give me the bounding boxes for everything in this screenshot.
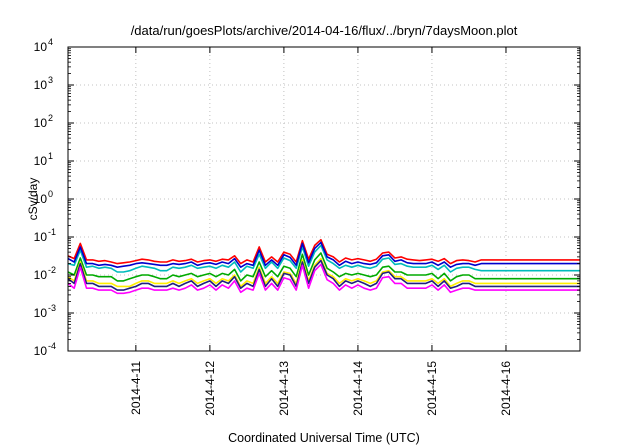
x-tick-label: 2014-4-13 [277, 361, 291, 416]
y-tick-label: 10 [34, 40, 48, 54]
y-tick-exponent: -4 [48, 341, 56, 351]
x-tick-label: 2014-4-14 [351, 361, 365, 416]
y-tick-exponent: -2 [48, 265, 56, 275]
x-tick-label: 2014-4-16 [499, 361, 513, 416]
x-tick-label: 2014-4-12 [203, 361, 217, 416]
y-tick-exponent: -3 [48, 303, 56, 313]
series-line-4 [67, 252, 580, 282]
x-tick-label: 2014-4-11 [129, 361, 143, 415]
y-tick-label: 10 [34, 78, 48, 92]
y-axis-label: cSv/day [26, 178, 40, 221]
y-tick-exponent: 1 [48, 151, 53, 161]
y-tick-label: 10 [34, 116, 48, 130]
series-line-7 [67, 263, 580, 295]
y-tick-exponent: 3 [48, 75, 53, 85]
series-line-6 [67, 259, 580, 291]
series-line-1 [67, 238, 580, 265]
series-line-3 [67, 241, 580, 269]
x-axis-label: Coordinated Universal Time (UTC) [228, 431, 420, 445]
x-tick-label: 2014-4-15 [425, 361, 439, 416]
series-line-2 [67, 244, 580, 273]
x-axis: 2014-4-11 2014-4-12 2014-4-13 2014-4-14 2014… [129, 47, 513, 416]
y-tick-label: 10 [34, 192, 48, 206]
series-group [67, 238, 580, 295]
y-tick-label: 10 [34, 154, 48, 168]
y-tick-label: 10 [34, 306, 48, 320]
y-tick-label: 10 [34, 268, 48, 282]
chart-title: /data/run/goesPlots/archive/2014-04-16/f… [131, 23, 518, 38]
y-tick-exponent: 0 [48, 189, 53, 199]
y-tick-exponent: 4 [48, 37, 53, 47]
y-tick-exponent: 2 [48, 113, 53, 123]
y-tick-label: 10 [34, 344, 48, 358]
y-tick-label: 10 [34, 230, 48, 244]
y-tick-exponent: -1 [48, 227, 56, 237]
grid [68, 47, 580, 351]
